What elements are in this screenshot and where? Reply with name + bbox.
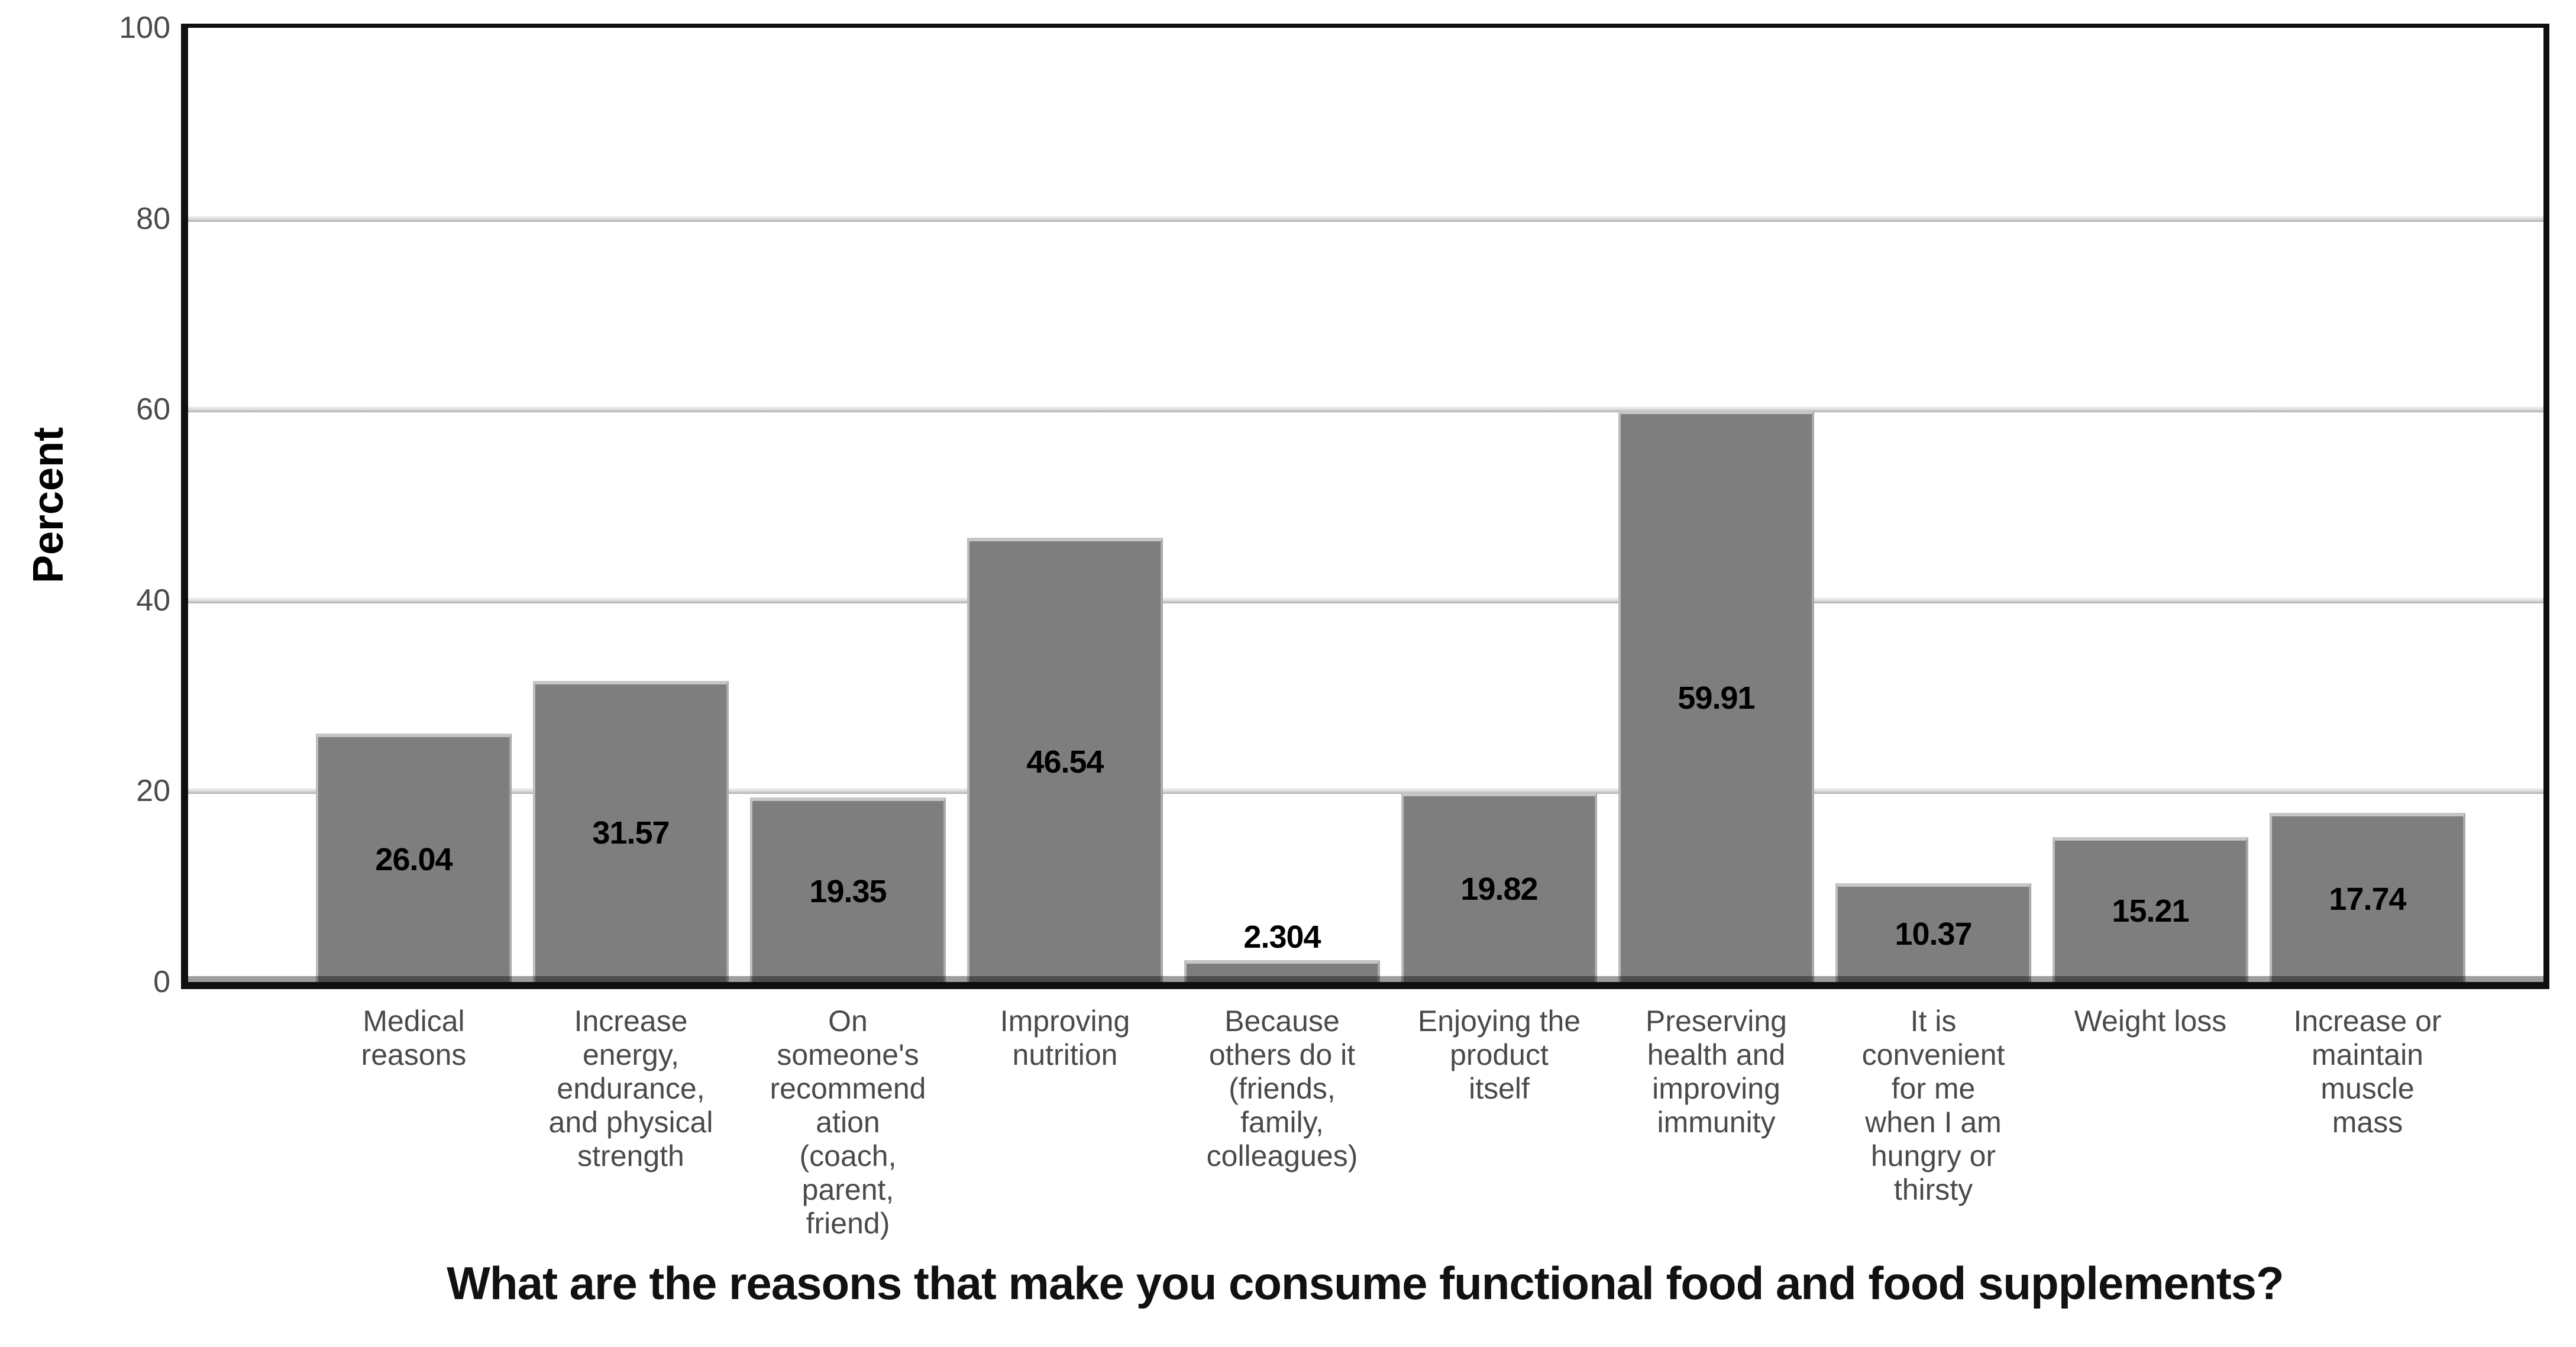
bar-value-label: 19.35	[809, 873, 887, 909]
x-axis-title: What are the reasons that make you consu…	[447, 1257, 2284, 1309]
bar-value-label: 2.304	[1243, 919, 1321, 955]
x-category-label: It is convenient for me when I am hungry…	[1861, 1004, 2005, 1206]
x-category-label: Medical reasons	[361, 1004, 467, 1071]
gridline	[188, 597, 2543, 603]
bar-value-label: 10.37	[1895, 916, 1972, 952]
y-axis-title: Percent	[25, 427, 72, 584]
y-tick-label: 60	[136, 392, 170, 427]
bar: 19.82	[1401, 793, 1597, 982]
bar-value-label: 59.91	[1678, 680, 1755, 716]
x-category-label: Increase or maintain muscle mass	[2293, 1004, 2442, 1139]
gridline	[188, 788, 2543, 794]
y-tick-label: 20	[136, 774, 170, 809]
y-tick-label: 80	[136, 201, 170, 236]
axis-baseline-bevel	[188, 976, 2543, 982]
bar: 26.04	[316, 733, 512, 982]
x-category-label: Increase energy, endurance, and physical…	[548, 1004, 713, 1172]
gridline	[188, 406, 2543, 413]
bar: 10.37	[1835, 883, 2031, 982]
y-tick-label: 100	[119, 11, 170, 45]
bar: 46.54	[967, 538, 1163, 982]
bar-value-label: 46.54	[1026, 744, 1104, 780]
bar: 15.21	[2053, 836, 2248, 982]
bar: 2.304	[1184, 919, 1380, 982]
x-category-label: Preserving health and improving immunity	[1646, 1004, 1787, 1139]
bar-value-label: 19.82	[1460, 871, 1538, 907]
bar-value-label: 17.74	[2329, 881, 2406, 917]
bar: 17.74	[2270, 812, 2465, 982]
x-category-label: Improving nutrition	[1000, 1004, 1130, 1071]
bar-value-label: 26.04	[375, 841, 453, 877]
plot-area: 26.04 31.57 19.35 46.54 2.304 19.82 59.91 10.37…	[181, 24, 2549, 989]
x-category-label: On someone's recommend ation (coach, par…	[770, 1004, 926, 1240]
x-category-label: Enjoying the product itself	[1417, 1004, 1581, 1105]
x-category-label: Because others do it (friends, family, c…	[1206, 1004, 1358, 1172]
bar-value-label: 15.21	[2112, 893, 2189, 929]
gridline	[188, 215, 2543, 222]
bar-value-label: 31.57	[592, 815, 670, 851]
y-tick-label: 0	[153, 965, 170, 999]
plot-inner: 26.04 31.57 19.35 46.54 2.304 19.82 59.91 10.37…	[188, 28, 2543, 982]
bar: 19.35	[750, 797, 946, 982]
y-tick-label: 40	[136, 583, 170, 618]
x-category-label: Weight loss	[2074, 1004, 2227, 1038]
bar: 59.91	[1618, 410, 1814, 982]
bar: 31.57	[533, 680, 729, 982]
